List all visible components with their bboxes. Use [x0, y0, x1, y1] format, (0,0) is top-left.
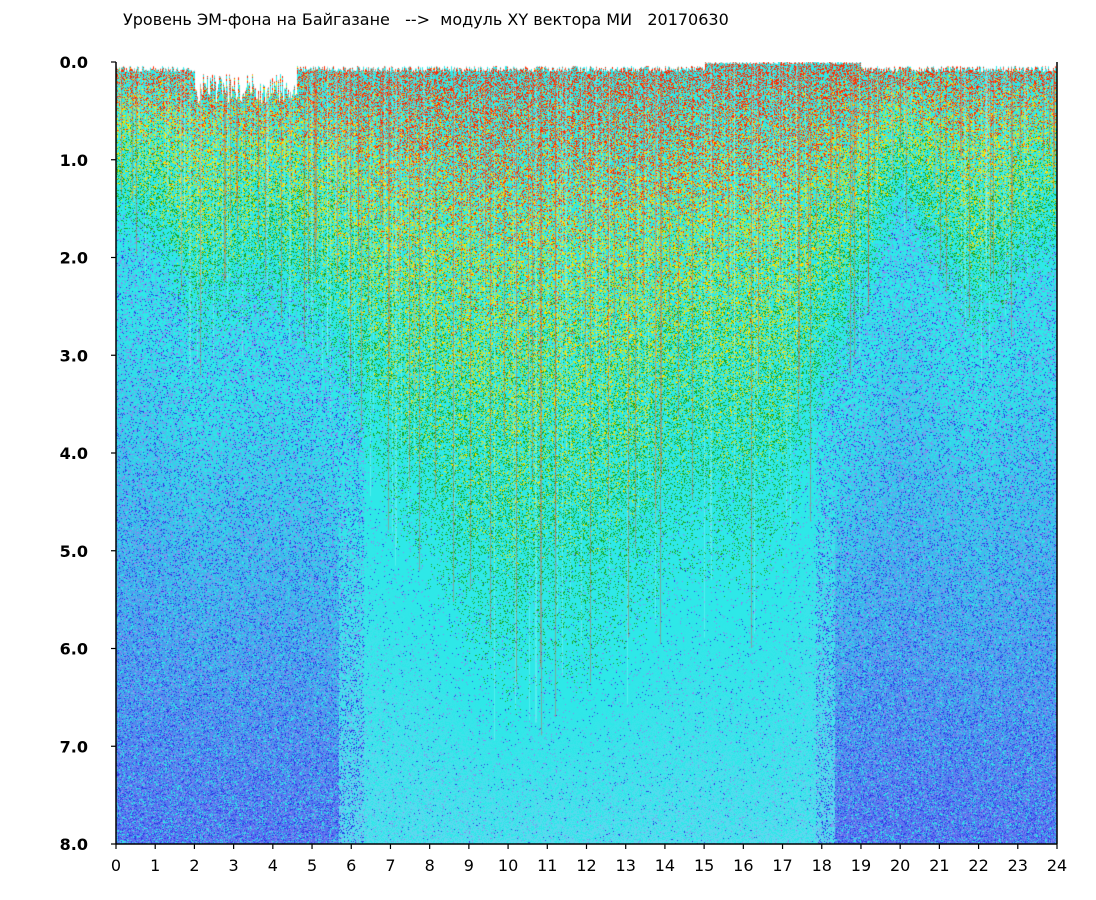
y-tick-label: 2.0: [60, 249, 88, 268]
x-tick-label: 9: [464, 856, 474, 875]
y-axis: 0.0 1.0 2.0 3.0 4.0 5.0 6.0 7.0 8.0: [60, 53, 117, 854]
x-tick-label: 1: [150, 856, 160, 875]
x-tick-label: 2: [189, 856, 199, 875]
heatmap-area: [116, 62, 1057, 844]
x-tick-label: 21: [929, 856, 949, 875]
x-tick-label: 20: [890, 856, 910, 875]
x-tick-label: 16: [733, 856, 753, 875]
x-tick-label: 4: [268, 856, 278, 875]
x-tick-label: 19: [851, 856, 871, 875]
y-tick-label: 0.0: [60, 53, 88, 72]
y-tick-label: 1.0: [60, 151, 88, 170]
x-tick-label: 3: [229, 856, 239, 875]
x-axis: 0 1 2 3 4 5 6 7 8 9 10 11 12 13 14 15 16 17 18 19 20 21 22 23 24: [111, 62, 1067, 875]
y-tick-label: 5.0: [60, 542, 88, 561]
x-tick-label: 10: [498, 856, 518, 875]
x-tick-label: 22: [968, 856, 988, 875]
x-tick-label: 11: [537, 856, 557, 875]
x-tick-label: 14: [655, 856, 675, 875]
x-tick-label: 6: [346, 856, 356, 875]
y-tick-label: 7.0: [60, 737, 88, 756]
y-tick-label: 6.0: [60, 640, 88, 659]
x-tick-label: 23: [1008, 856, 1028, 875]
y-tick-label: 4.0: [60, 444, 88, 463]
x-tick-label: 8: [425, 856, 435, 875]
x-tick-label: 15: [694, 856, 714, 875]
x-tick-label: 0: [111, 856, 121, 875]
y-tick-label: 3.0: [60, 346, 88, 365]
x-tick-label: 13: [616, 856, 636, 875]
x-tick-label: 12: [576, 856, 596, 875]
y-tick-label: 8.0: [60, 835, 88, 854]
x-tick-label: 24: [1047, 856, 1067, 875]
x-tick-label: 7: [385, 856, 395, 875]
x-tick-label: 17: [772, 856, 792, 875]
x-tick-label: 5: [307, 856, 317, 875]
x-tick-label: 18: [812, 856, 832, 875]
chart-title: Уровень ЭМ-фона на Байгазане --> модуль …: [123, 10, 729, 29]
